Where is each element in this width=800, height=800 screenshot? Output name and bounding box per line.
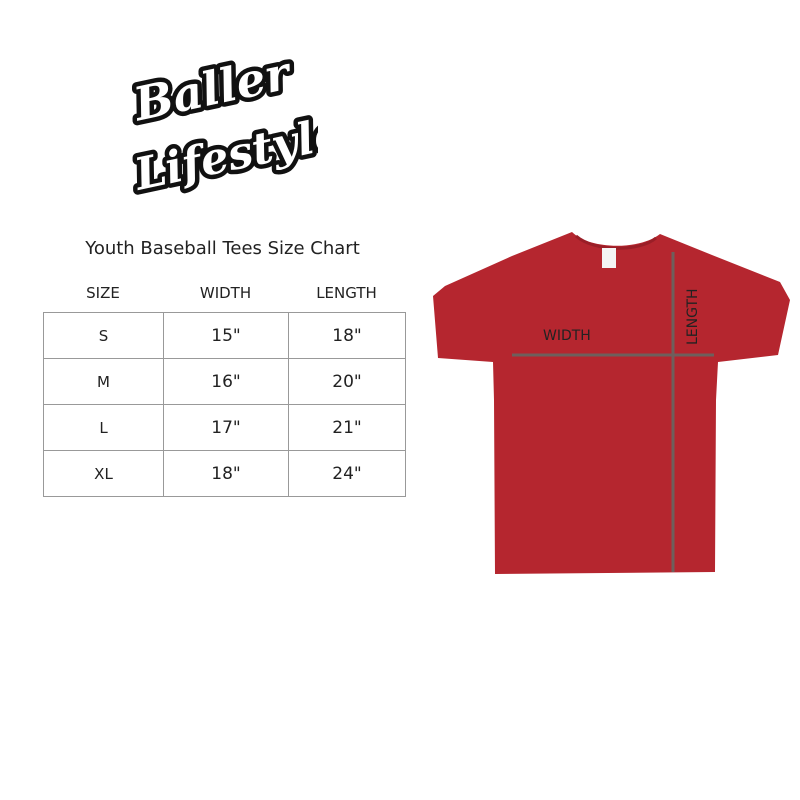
tshirt-body <box>433 232 790 574</box>
header-width: WIDTH <box>199 284 252 302</box>
length-label: LENGTH <box>685 288 701 345</box>
size-cell: M <box>43 358 164 405</box>
header-length: LENGTH <box>316 284 377 302</box>
tag <box>602 248 616 268</box>
size-cell: L <box>43 404 164 451</box>
width-cell: 18" <box>163 450 289 497</box>
header-size: SIZE <box>86 284 120 302</box>
length-cell: 24" <box>288 450 406 497</box>
table-row: M 16" 20" <box>43 358 406 405</box>
width-cell: 17" <box>163 404 289 451</box>
size-cell: S <box>43 312 164 359</box>
table-row: S 15" 18" <box>43 312 406 359</box>
width-cell: 16" <box>163 358 289 405</box>
chart-title: Youth Baseball Tees Size Chart <box>85 238 360 259</box>
table-row: L 17" 21" <box>43 404 406 451</box>
length-cell: 20" <box>288 358 406 405</box>
table-row: XL 18" 24" <box>43 450 406 497</box>
collar <box>575 234 657 250</box>
baller-lifestyle-logo: Baller Lifestyle <box>123 41 318 206</box>
width-cell: 15" <box>163 312 289 359</box>
size-cell: XL <box>43 450 164 497</box>
size-table: S 15" 18" M 16" 20" L 17" 21" XL 18" 24" <box>43 312 406 497</box>
width-label: WIDTH <box>543 328 591 344</box>
